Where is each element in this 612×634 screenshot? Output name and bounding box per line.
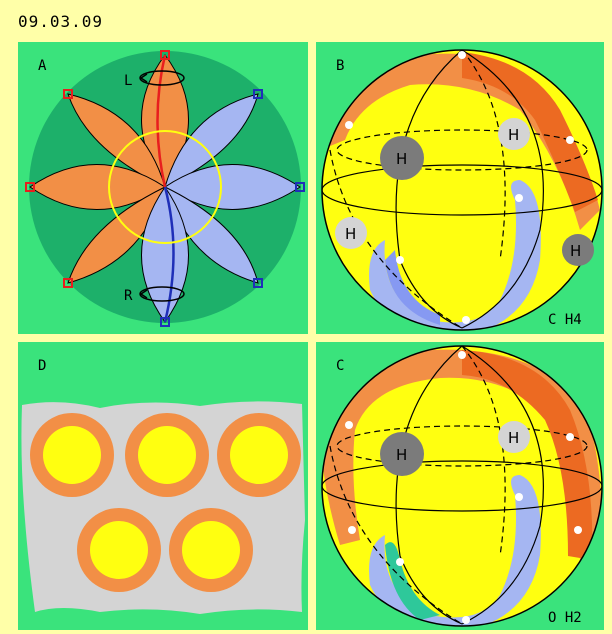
meridian-b-3 [461,50,506,261]
panel-c-letter: C [336,358,344,374]
donut-2 [125,413,209,497]
donut-1 [30,413,114,497]
tip-marker-lower-right [253,278,263,288]
atom-dot-c-1 [458,351,466,359]
yellow-ring [108,130,222,244]
h-atom-label-c-1: H [396,446,407,464]
orange-band-c [322,349,602,560]
donut-4 [77,508,161,592]
tip-marker-left [25,182,35,192]
axis-label-top: L [124,73,132,89]
rotation-arrowhead-bottom-icon [139,289,148,299]
navy-strand [163,186,175,323]
panel-a: A L R [25,50,305,327]
sphere-c-outline [321,345,603,627]
h-atom-label-c-2: H [508,429,519,447]
tip-marker-upper-left [63,89,73,99]
tip-marker-upper-right [253,89,263,99]
dark-orange-band-b [462,52,598,212]
panel-d-letter: D [38,358,46,374]
header-bar: 09.03.09 [0,0,612,38]
blue-band-b [369,180,541,330]
tip-marker-lower-left [63,278,73,288]
red-strand [156,54,167,188]
atom-dot-b-3 [566,136,574,144]
atom-dot-c-6 [574,526,582,534]
donut-3 [217,413,301,497]
panel-c-caption: O H2 [548,610,582,626]
meridian-c-3 [461,346,506,557]
atom-dot-b-6 [462,316,470,324]
equator-b [322,164,602,216]
sphere-b-outline [321,49,603,331]
blue-inner-b [385,250,440,325]
h-atom-b-2 [498,118,530,150]
atom-dot-b-1 [458,51,466,59]
equator-c [322,460,602,512]
latitude-b [336,129,588,171]
rotation-arrowhead-top-icon [139,73,148,83]
atom-dot-b-4 [515,194,523,202]
h-atom-b-1 [380,136,424,180]
atom-dot-b-2 [345,121,353,129]
h-atom-b-3 [335,217,367,249]
atom-dot-c-2 [345,421,353,429]
petal-group [29,54,301,323]
h-atom-b-4 [562,234,594,266]
atom-dot-c-8 [462,616,470,624]
date-label: 09.03.09 [18,12,104,31]
h-atom-label-b-1: H [396,150,407,168]
atom-dot-c-5 [348,526,356,534]
h-atom-label-b-3: H [345,225,356,243]
petal-upper-left [67,93,166,188]
h-atom-label-b-2: H [508,126,519,144]
petal-upper-right [164,93,259,188]
latitude-c [336,425,588,467]
meridian-b-2 [461,50,544,329]
panel-b-letter: B [336,58,344,74]
dark-orange-band-c [462,350,593,560]
tip-marker-top [160,50,170,60]
panel-d: D [21,358,306,614]
blue-band-c [369,475,541,626]
h-atom-c-1 [380,432,424,476]
meridian-c-2 [461,346,544,625]
atom-dot-b-5 [396,256,404,264]
h-atom-label-b-4: H [570,242,581,260]
atom-dot-c-3 [566,433,574,441]
petal-left [29,164,166,210]
tip-marker-bottom [160,317,170,327]
atom-dot-c-7 [396,558,404,566]
h-atom-c-2 [498,421,530,453]
panel-b: B H H H [321,49,603,331]
axis-label-bottom: R [124,288,133,304]
panel-b-caption: C H4 [548,312,582,328]
panel-c: C H H O H2 [321,345,603,627]
donut-5 [169,508,253,592]
panel-a-letter: A [38,58,47,74]
tip-marker-right [295,182,305,192]
petal-right [164,164,301,210]
atom-dot-c-4 [515,493,523,501]
